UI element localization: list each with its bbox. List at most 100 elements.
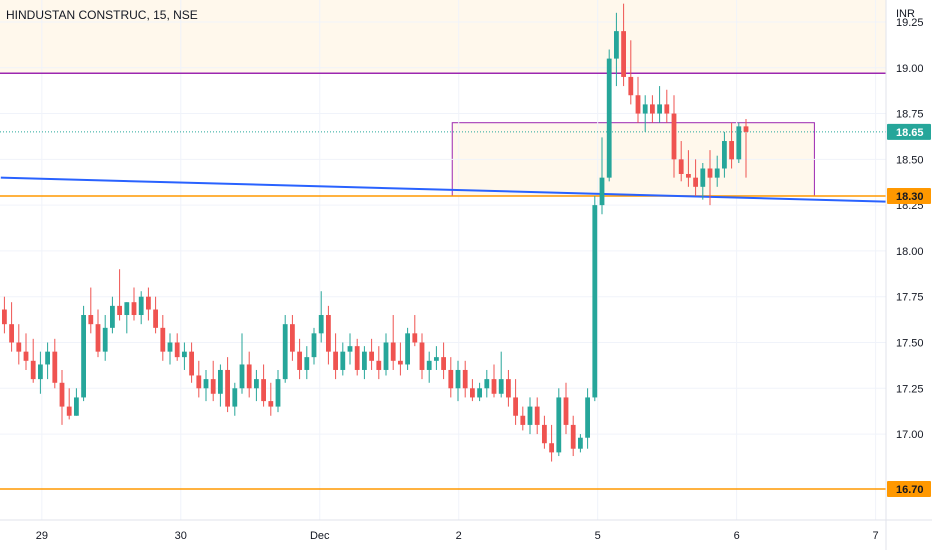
candle-body-7 <box>52 351 58 383</box>
zone-rect-0 <box>0 0 886 74</box>
candle-body-20 <box>146 296 151 310</box>
candle-body-28 <box>203 379 209 389</box>
candle-body-21 <box>153 309 158 328</box>
candle-body-76 <box>549 443 554 453</box>
candle-body-42 <box>304 357 310 370</box>
candle-body-30 <box>218 369 223 394</box>
price-badge-0: 18.30 <box>896 191 924 203</box>
candle-body-51 <box>369 351 374 361</box>
y-tick-label: 17.25 <box>896 383 924 395</box>
candle-body-41 <box>297 351 302 370</box>
candle-body-81 <box>585 397 590 438</box>
currency-label: INR <box>896 8 915 20</box>
candle-body-55 <box>398 360 403 365</box>
candle-body-27 <box>196 375 202 389</box>
candle-body-15 <box>110 305 115 328</box>
x-tick-label: 29 <box>36 530 48 542</box>
candle-body-11 <box>81 315 86 398</box>
candle-body-73 <box>527 406 533 425</box>
candle-body-93 <box>671 113 677 160</box>
price-badge-0-bg <box>887 187 931 204</box>
candle-body-56 <box>405 333 410 365</box>
candle-body-98 <box>707 168 713 178</box>
candle-body-64 <box>462 369 468 389</box>
symbol-title[interactable]: HINDUSTAN CONSTRUC, 15, NSE <box>6 8 198 22</box>
candle-body-72 <box>520 415 526 425</box>
candle-body-83 <box>599 177 605 206</box>
y-tick-label: 19.25 <box>896 17 924 29</box>
candle-body-10 <box>74 397 79 416</box>
candle-body-29 <box>210 379 216 394</box>
candle-body-84 <box>606 58 612 178</box>
candle-body-18 <box>131 302 137 316</box>
candles-layer <box>2 3 749 462</box>
candle-body-49 <box>354 346 360 370</box>
candle-body-16 <box>117 305 122 316</box>
candle-body-22 <box>160 327 166 352</box>
candle-body-5 <box>38 364 43 380</box>
x-tick-label: 5 <box>595 530 601 542</box>
x-tick-label: Dec <box>310 530 330 542</box>
candle-body-33 <box>239 364 245 389</box>
candle-body-9 <box>66 406 72 416</box>
last-price-badge: 18.65 <box>896 127 924 139</box>
candle-body-3 <box>23 351 29 361</box>
candle-body-61 <box>441 357 446 370</box>
candle-body-48 <box>347 346 353 352</box>
candle-body-67 <box>484 379 490 389</box>
candle-body-25 <box>182 351 187 358</box>
candle-body-60 <box>434 357 439 361</box>
candle-body-26 <box>189 351 194 376</box>
candle-body-96 <box>693 177 698 187</box>
candle-body-14 <box>102 327 108 352</box>
price-badge-1: 16.70 <box>896 484 924 496</box>
candle-body-43 <box>311 333 317 358</box>
candle-body-13 <box>95 324 101 352</box>
grid-layer <box>0 0 886 520</box>
y-tick-label: 18.00 <box>896 246 924 258</box>
candle-body-75 <box>542 424 547 444</box>
candle-body-95 <box>686 173 691 178</box>
candle-body-62 <box>448 369 454 389</box>
y-tick-label: 17.00 <box>896 429 924 441</box>
x-tick-label: 7 <box>873 530 879 542</box>
candle-body-35 <box>254 379 259 389</box>
zones-layer <box>0 0 886 197</box>
candle-body-8 <box>59 382 65 407</box>
candle-body-100 <box>722 141 727 169</box>
candle-body-94 <box>678 159 684 174</box>
candle-body-32 <box>232 388 238 407</box>
candle-body-74 <box>534 406 540 425</box>
x-tick-label: 6 <box>734 530 740 542</box>
candle-body-38 <box>275 379 281 407</box>
candle-body-50 <box>362 351 367 370</box>
candle-body-85 <box>614 31 619 59</box>
candle-body-78 <box>563 397 569 425</box>
candle-body-36 <box>261 379 266 402</box>
candle-body-12 <box>88 315 94 325</box>
candle-body-52 <box>376 360 382 370</box>
trend-line <box>0 176 932 204</box>
last-price-badge-bg <box>887 123 931 140</box>
candle-body-58 <box>419 342 425 370</box>
y-tick-label: 17.75 <box>896 292 924 304</box>
candle-body-99 <box>714 168 720 178</box>
candle-body-86 <box>621 31 626 77</box>
y-tick-label: 18.50 <box>896 154 924 166</box>
candle-body-47 <box>340 351 346 370</box>
candle-body-91 <box>657 104 662 114</box>
candle-body-34 <box>246 364 252 389</box>
candle-body-31 <box>225 369 230 407</box>
candle-body-70 <box>506 379 511 398</box>
candle-body-39 <box>282 324 288 380</box>
candle-body-59 <box>426 360 432 370</box>
candle-body-1 <box>9 324 14 343</box>
candle-body-54 <box>390 342 396 361</box>
candle-body-77 <box>556 397 562 453</box>
candle-body-6 <box>45 351 50 365</box>
candle-body-71 <box>513 397 518 416</box>
candle-body-66 <box>477 388 482 398</box>
